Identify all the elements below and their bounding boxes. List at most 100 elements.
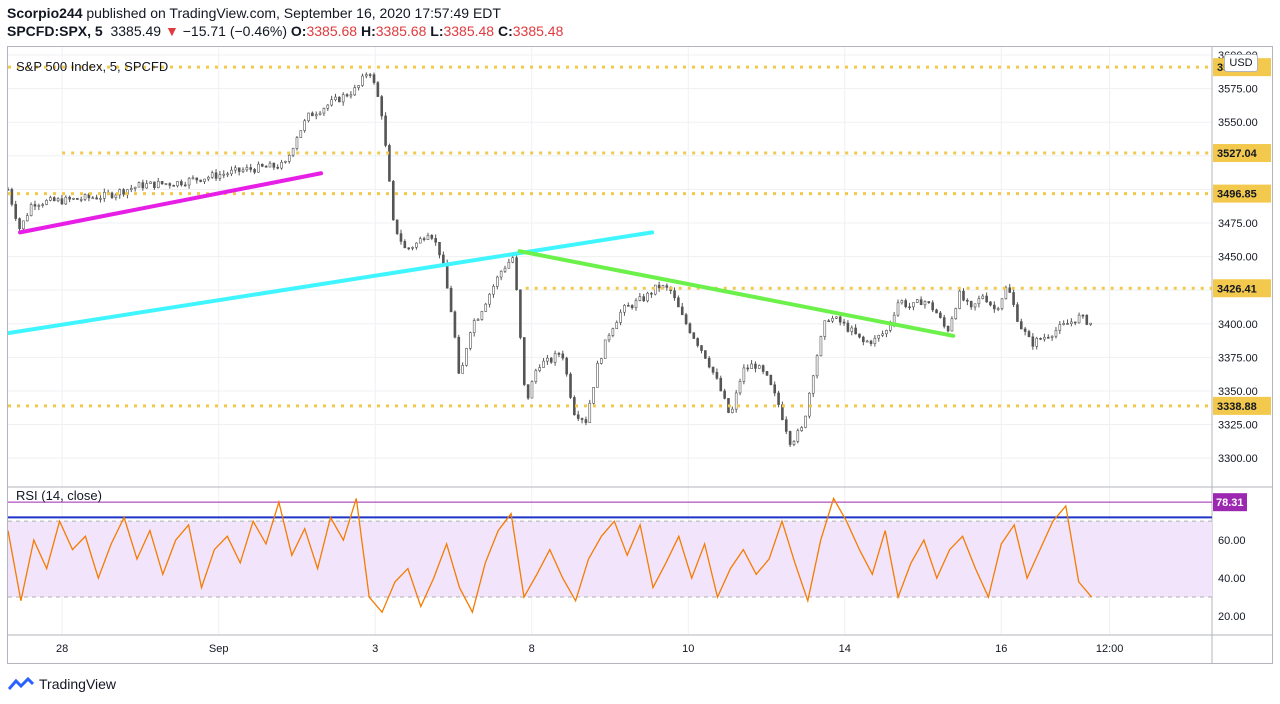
candle bbox=[299, 130, 303, 138]
candle bbox=[1043, 336, 1046, 340]
currency-button[interactable]: USD bbox=[1224, 54, 1258, 72]
rsi-tick-label: 20.00 bbox=[1218, 611, 1246, 623]
price-change: −15.71 (−0.46%) bbox=[182, 23, 288, 39]
candle bbox=[1023, 328, 1027, 332]
price-tick-label: 3550.00 bbox=[1218, 117, 1258, 129]
candle bbox=[1027, 331, 1031, 338]
candle bbox=[103, 192, 106, 199]
candle bbox=[426, 235, 430, 240]
time-tick-label: 16 bbox=[995, 643, 1007, 655]
candle bbox=[885, 330, 888, 335]
chart-container[interactable]: 3300.003325.003350.003375.003400.003425.… bbox=[7, 46, 1273, 664]
candle bbox=[226, 173, 229, 176]
candle bbox=[576, 414, 580, 419]
candle bbox=[588, 402, 592, 423]
candle bbox=[715, 372, 719, 379]
candle bbox=[1019, 321, 1023, 330]
candle bbox=[18, 218, 21, 230]
candle bbox=[453, 311, 457, 338]
candle bbox=[869, 340, 873, 344]
candle bbox=[623, 305, 626, 313]
candle bbox=[1058, 324, 1062, 331]
candle bbox=[187, 178, 191, 186]
candle bbox=[164, 183, 168, 185]
candle bbox=[318, 112, 322, 115]
candle bbox=[391, 181, 395, 221]
candle bbox=[538, 367, 541, 371]
candle bbox=[56, 198, 60, 202]
level-label-bg bbox=[1213, 279, 1271, 298]
level-label-bg bbox=[1213, 396, 1271, 415]
candle bbox=[969, 300, 973, 308]
candle bbox=[353, 87, 357, 96]
time-tick-label: 3 bbox=[372, 643, 378, 655]
candle bbox=[935, 309, 938, 314]
candle bbox=[954, 308, 958, 320]
candle bbox=[418, 238, 422, 244]
candle bbox=[919, 299, 923, 306]
publish-info: published on TradingView.com, September … bbox=[86, 5, 501, 21]
candle bbox=[1004, 287, 1008, 300]
candle bbox=[457, 336, 461, 374]
candle bbox=[946, 326, 950, 332]
candle bbox=[738, 381, 742, 394]
candle bbox=[52, 197, 56, 202]
candle bbox=[1046, 336, 1050, 339]
candle bbox=[854, 327, 857, 335]
candle bbox=[118, 189, 122, 196]
candle bbox=[272, 162, 276, 168]
chart-canvas[interactable]: 3300.003325.003350.003375.003400.003425.… bbox=[8, 47, 1272, 663]
candle bbox=[287, 154, 291, 162]
candle bbox=[696, 338, 699, 346]
candle bbox=[846, 322, 850, 332]
last-price: 3385.49 bbox=[110, 23, 162, 39]
candle bbox=[985, 295, 988, 303]
level-label: 3426.41 bbox=[1217, 283, 1257, 295]
candle bbox=[280, 161, 283, 169]
candle bbox=[769, 374, 773, 386]
candle bbox=[403, 241, 407, 249]
candle bbox=[268, 162, 272, 168]
candle bbox=[156, 181, 160, 188]
candle bbox=[476, 319, 480, 321]
candle bbox=[981, 295, 985, 299]
candle bbox=[600, 358, 603, 364]
price-tick-label: 3575.00 bbox=[1218, 84, 1258, 96]
price-tick-label: 3400.00 bbox=[1218, 319, 1258, 331]
candle bbox=[214, 172, 218, 179]
candle bbox=[180, 181, 183, 186]
candle bbox=[1089, 322, 1092, 325]
candle bbox=[29, 204, 33, 216]
candle bbox=[1008, 287, 1012, 293]
candle bbox=[422, 238, 426, 240]
candle bbox=[561, 353, 565, 359]
candle bbox=[503, 267, 507, 272]
open-label: O: bbox=[290, 23, 307, 39]
candle bbox=[72, 198, 75, 200]
candle bbox=[522, 337, 526, 385]
candle bbox=[330, 99, 333, 106]
candle bbox=[499, 270, 503, 278]
candle bbox=[692, 332, 696, 339]
candle bbox=[264, 165, 268, 168]
price-tick-label: 3450.00 bbox=[1218, 252, 1258, 264]
candle bbox=[526, 384, 530, 399]
footer-brand[interactable]: TradingView bbox=[8, 676, 116, 692]
candle bbox=[607, 335, 611, 341]
green-trendline bbox=[517, 249, 956, 338]
candle bbox=[237, 167, 241, 172]
candle bbox=[284, 161, 287, 163]
candle bbox=[430, 235, 434, 239]
candle bbox=[314, 114, 318, 117]
candle bbox=[657, 284, 661, 289]
candle bbox=[8, 189, 10, 191]
author-name[interactable]: Scorpio244 bbox=[7, 5, 83, 21]
time-tick-label: 12:00 bbox=[1096, 643, 1124, 655]
candle bbox=[307, 112, 310, 122]
candle bbox=[642, 296, 646, 302]
down-arrow-icon: ▼ bbox=[164, 23, 179, 39]
candle bbox=[873, 337, 877, 344]
candle bbox=[95, 197, 98, 200]
candle bbox=[168, 183, 172, 186]
candle bbox=[145, 183, 149, 189]
